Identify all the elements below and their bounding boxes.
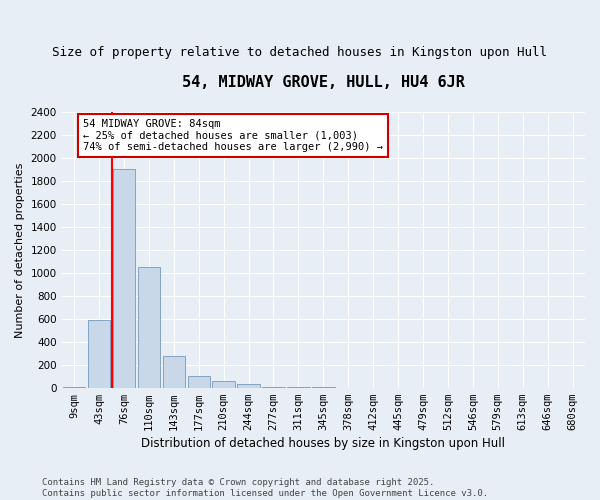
Bar [113,170,135,388]
Bar [88,320,110,388]
Bar [163,356,185,388]
Text: Size of property relative to detached houses in Kingston upon Hull: Size of property relative to detached ho… [53,46,548,59]
Title: 54, MIDWAY GROVE, HULL, HU4 6JR: 54, MIDWAY GROVE, HULL, HU4 6JR [182,75,465,90]
Bar [238,384,260,388]
Bar [137,267,160,388]
X-axis label: Distribution of detached houses by size in Kingston upon Hull: Distribution of detached houses by size … [142,437,505,450]
Bar [287,387,310,388]
Text: 54 MIDWAY GROVE: 84sqm
← 25% of detached houses are smaller (1,003)
74% of semi-: 54 MIDWAY GROVE: 84sqm ← 25% of detached… [83,119,383,152]
Y-axis label: Number of detached properties: Number of detached properties [15,162,25,338]
Bar [262,386,285,388]
Bar [63,386,85,388]
Text: Contains HM Land Registry data © Crown copyright and database right 2025.
Contai: Contains HM Land Registry data © Crown c… [42,478,488,498]
Bar [188,376,210,388]
Bar [212,381,235,388]
